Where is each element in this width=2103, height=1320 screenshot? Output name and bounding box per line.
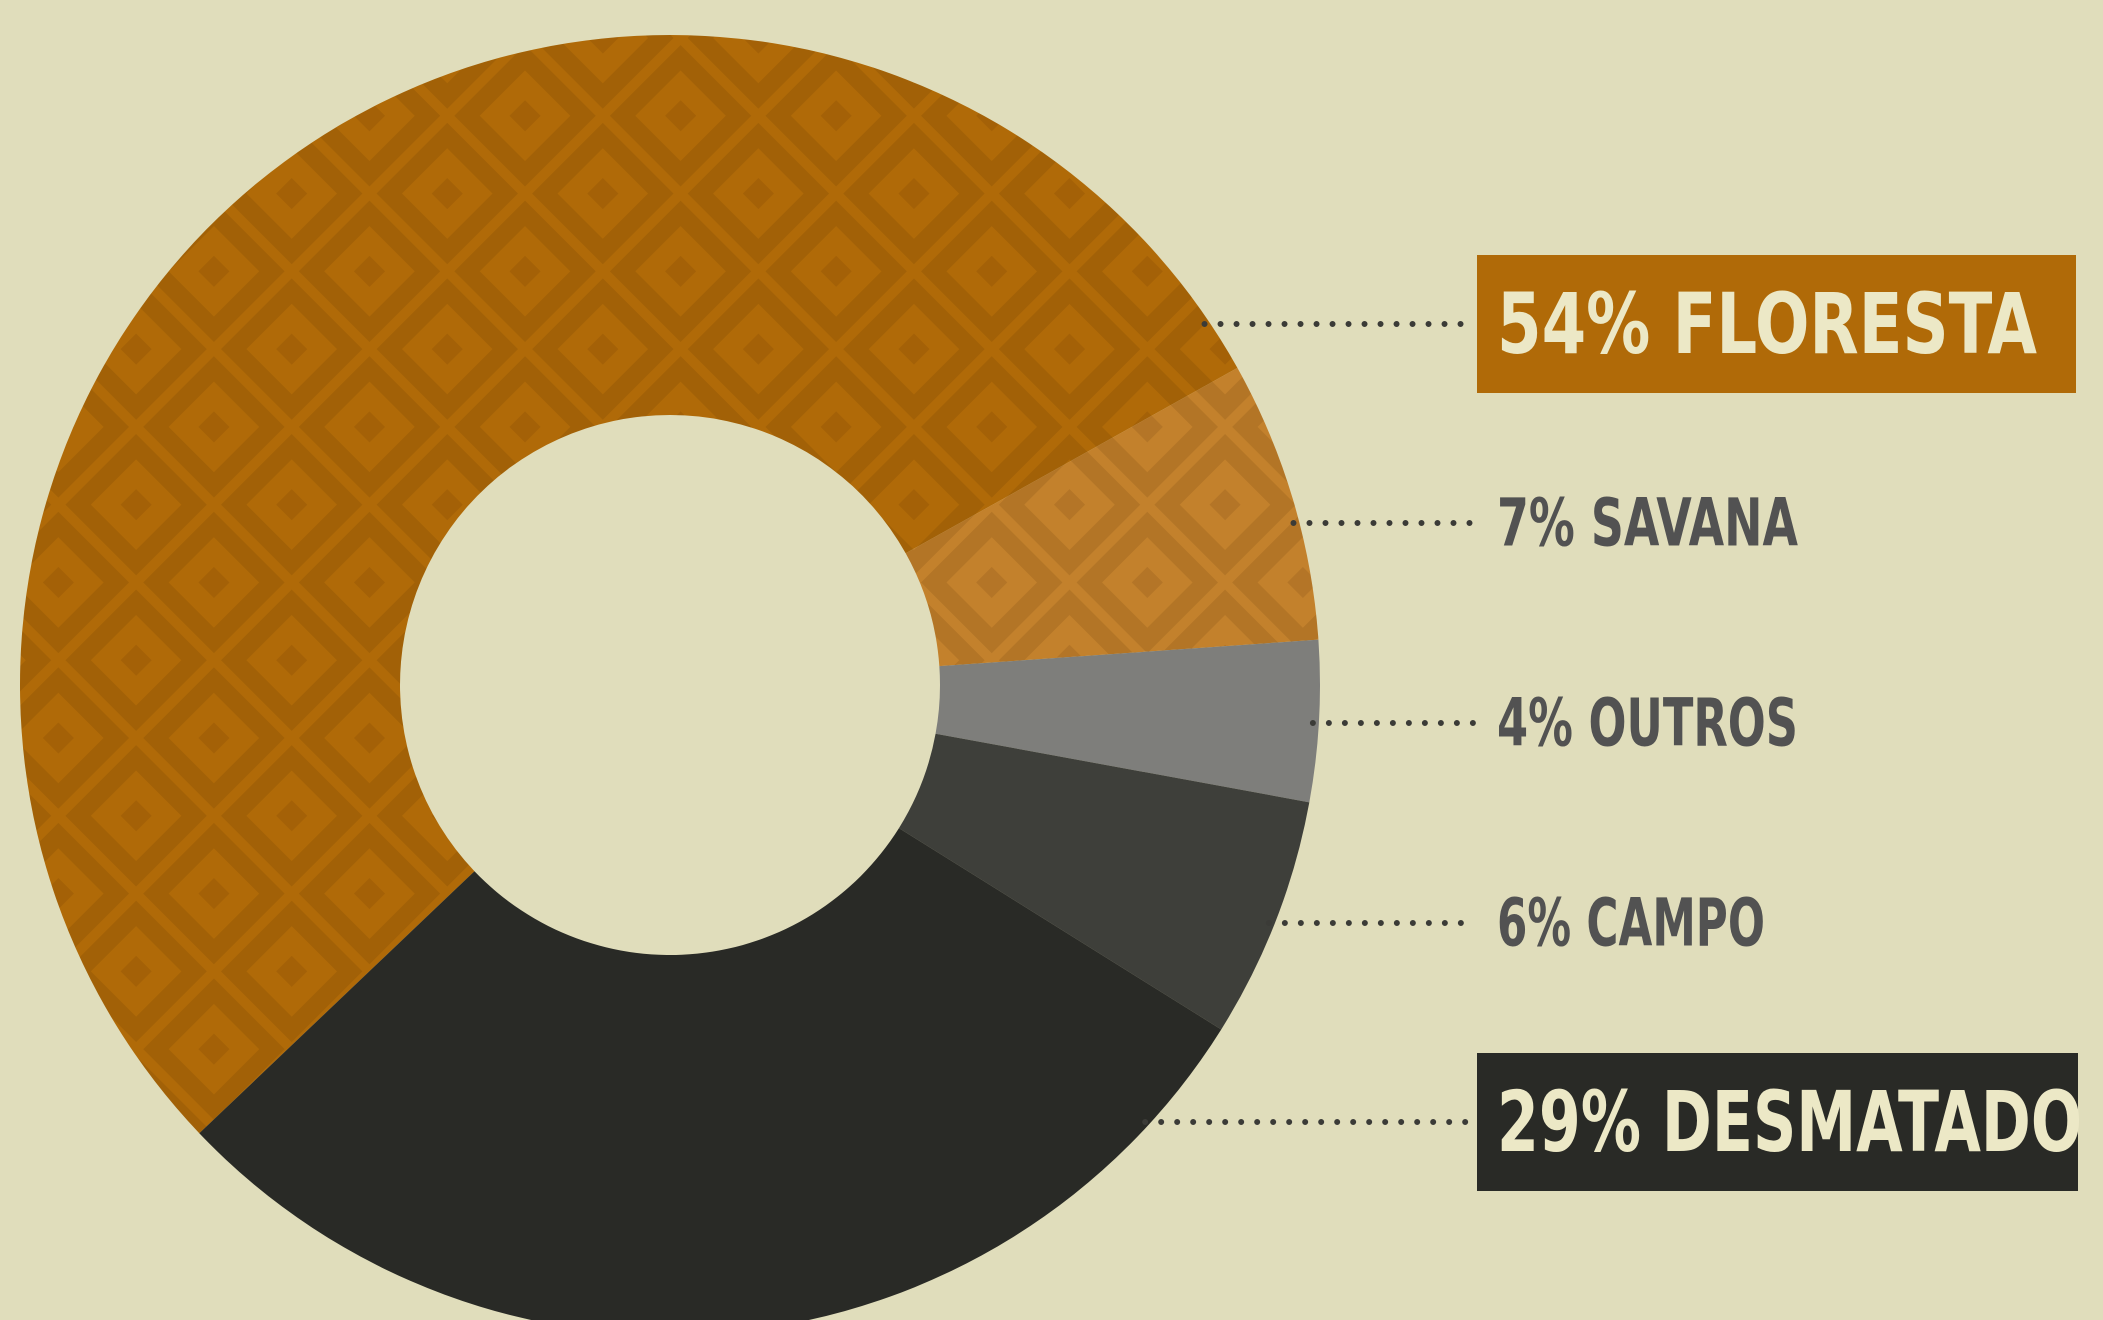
label-floresta: 54% FLORESTA: [1497, 275, 2037, 373]
label-savana: 7% SAVANA: [1497, 485, 1798, 562]
slice-outros: [935, 639, 1320, 803]
label-campo: 6% CAMPO: [1497, 885, 1765, 962]
slice-campo: [898, 733, 1310, 1030]
slice-texture-savana: [905, 367, 1319, 667]
label-box-floresta: [1477, 255, 2076, 393]
label-outros: 4% OUTROS: [1497, 685, 1798, 762]
label-desmatado: 29% DESMATADO: [1497, 1073, 2082, 1171]
label-box-desmatado: [1477, 1053, 2078, 1191]
slice-texture-floresta: [19, 34, 1238, 1134]
slice-desmatado: [199, 828, 1222, 1320]
